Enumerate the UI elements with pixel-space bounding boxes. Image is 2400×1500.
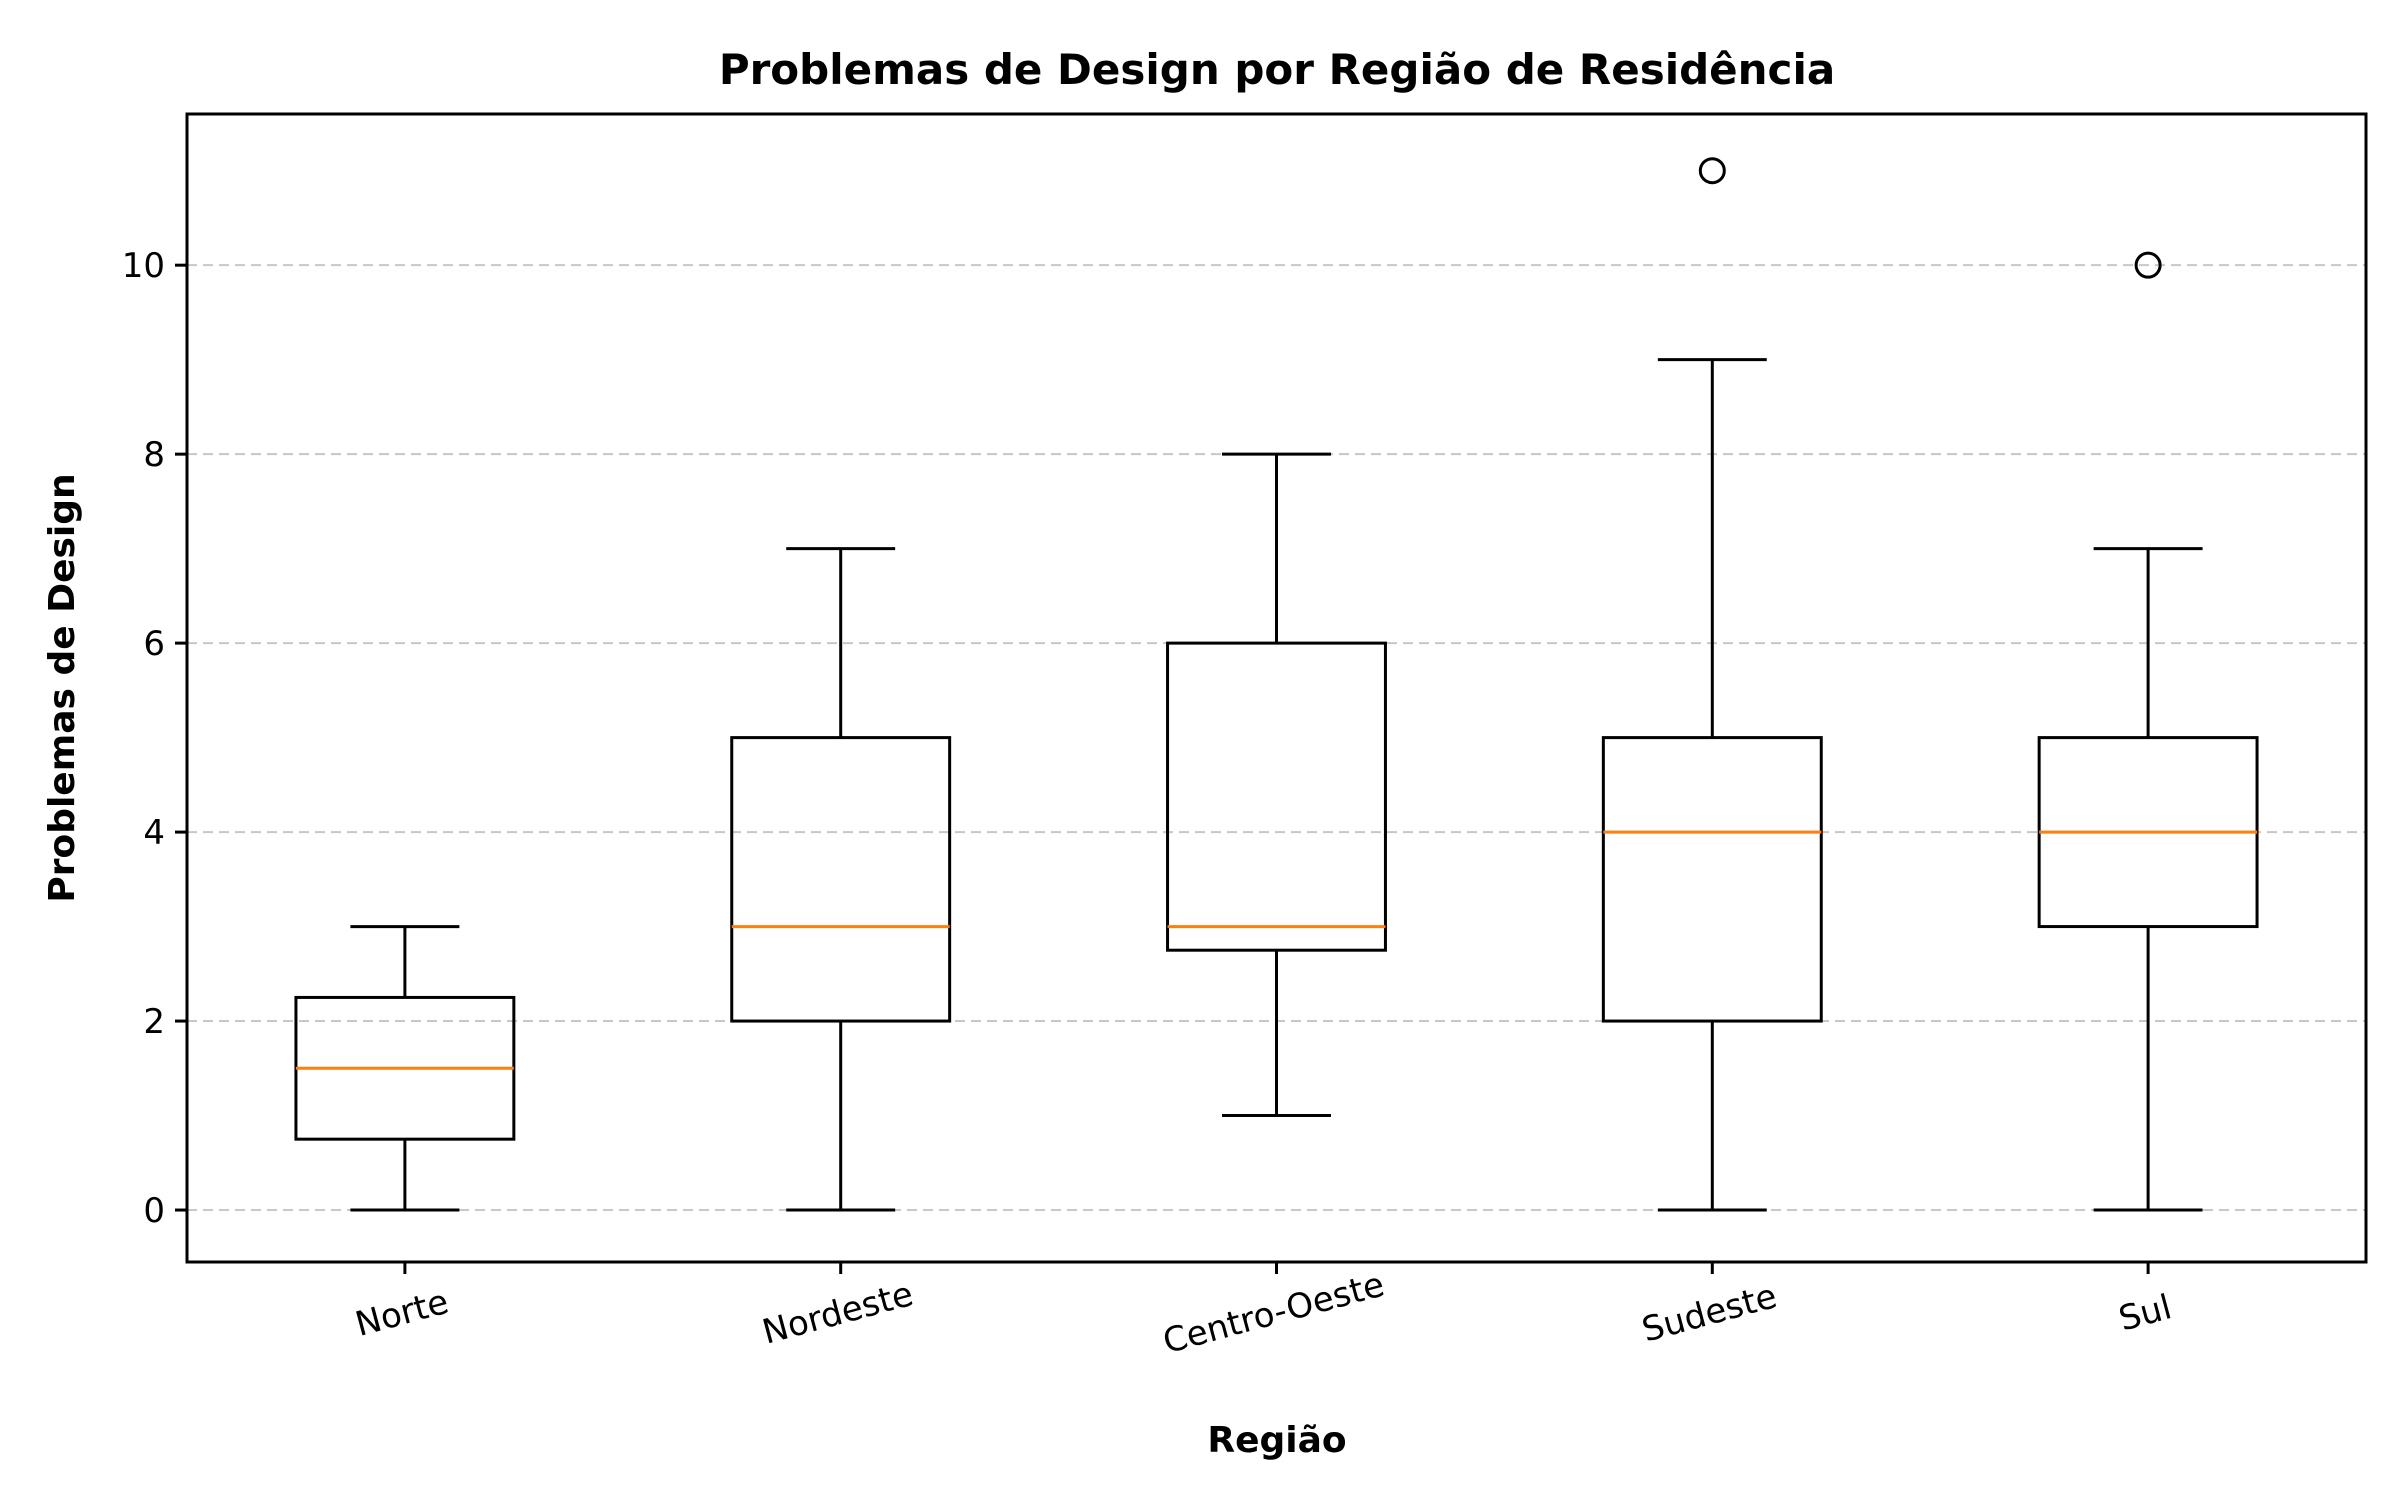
y-tick-label-2: 2 <box>143 1002 165 1042</box>
box-centro-oeste <box>1166 452 1387 1118</box>
box-nordeste <box>730 547 952 1212</box>
y-tick-label-8: 8 <box>143 435 165 475</box>
iqr-box-nordeste <box>730 736 952 1023</box>
box-sul <box>2037 251 2259 1212</box>
x-axis-label: Região <box>1207 1420 1346 1461</box>
x-tick-label-sudeste: Sudeste <box>1638 1276 1781 1350</box>
y-axis-ticks: 0 2 4 6 8 10 <box>122 246 187 1231</box>
y-tick-label-4: 4 <box>143 813 165 853</box>
y-axis-label: Problemas de Design <box>42 473 83 902</box>
y-tick-label-10: 10 <box>122 246 165 286</box>
x-tick-label-sul: Sul <box>2115 1287 2176 1339</box>
box-norte <box>294 925 516 1212</box>
x-tick-label-centro-oeste: Centro-Oeste <box>1159 1265 1389 1362</box>
iqr-box-sudeste <box>1601 736 1823 1023</box>
iqr-box-centro-oeste <box>1166 641 1387 952</box>
x-tick-label-nordeste: Nordeste <box>758 1274 917 1353</box>
boxes <box>294 157 2259 1212</box>
x-tick-label-norte: Norte <box>351 1282 453 1345</box>
outlier-sudeste-0 <box>1698 157 1726 185</box>
outlier-sul-0 <box>2134 251 2162 279</box>
y-tick-label-0: 0 <box>143 1191 165 1231</box>
box-sudeste <box>1601 157 1823 1212</box>
x-axis-ticks: Norte Nordeste Centro-Oeste Sudeste Sul <box>351 1262 2176 1362</box>
y-tick-label-6: 6 <box>143 624 165 664</box>
chart-title: Problemas de Design por Região de Residê… <box>719 45 1835 94</box>
